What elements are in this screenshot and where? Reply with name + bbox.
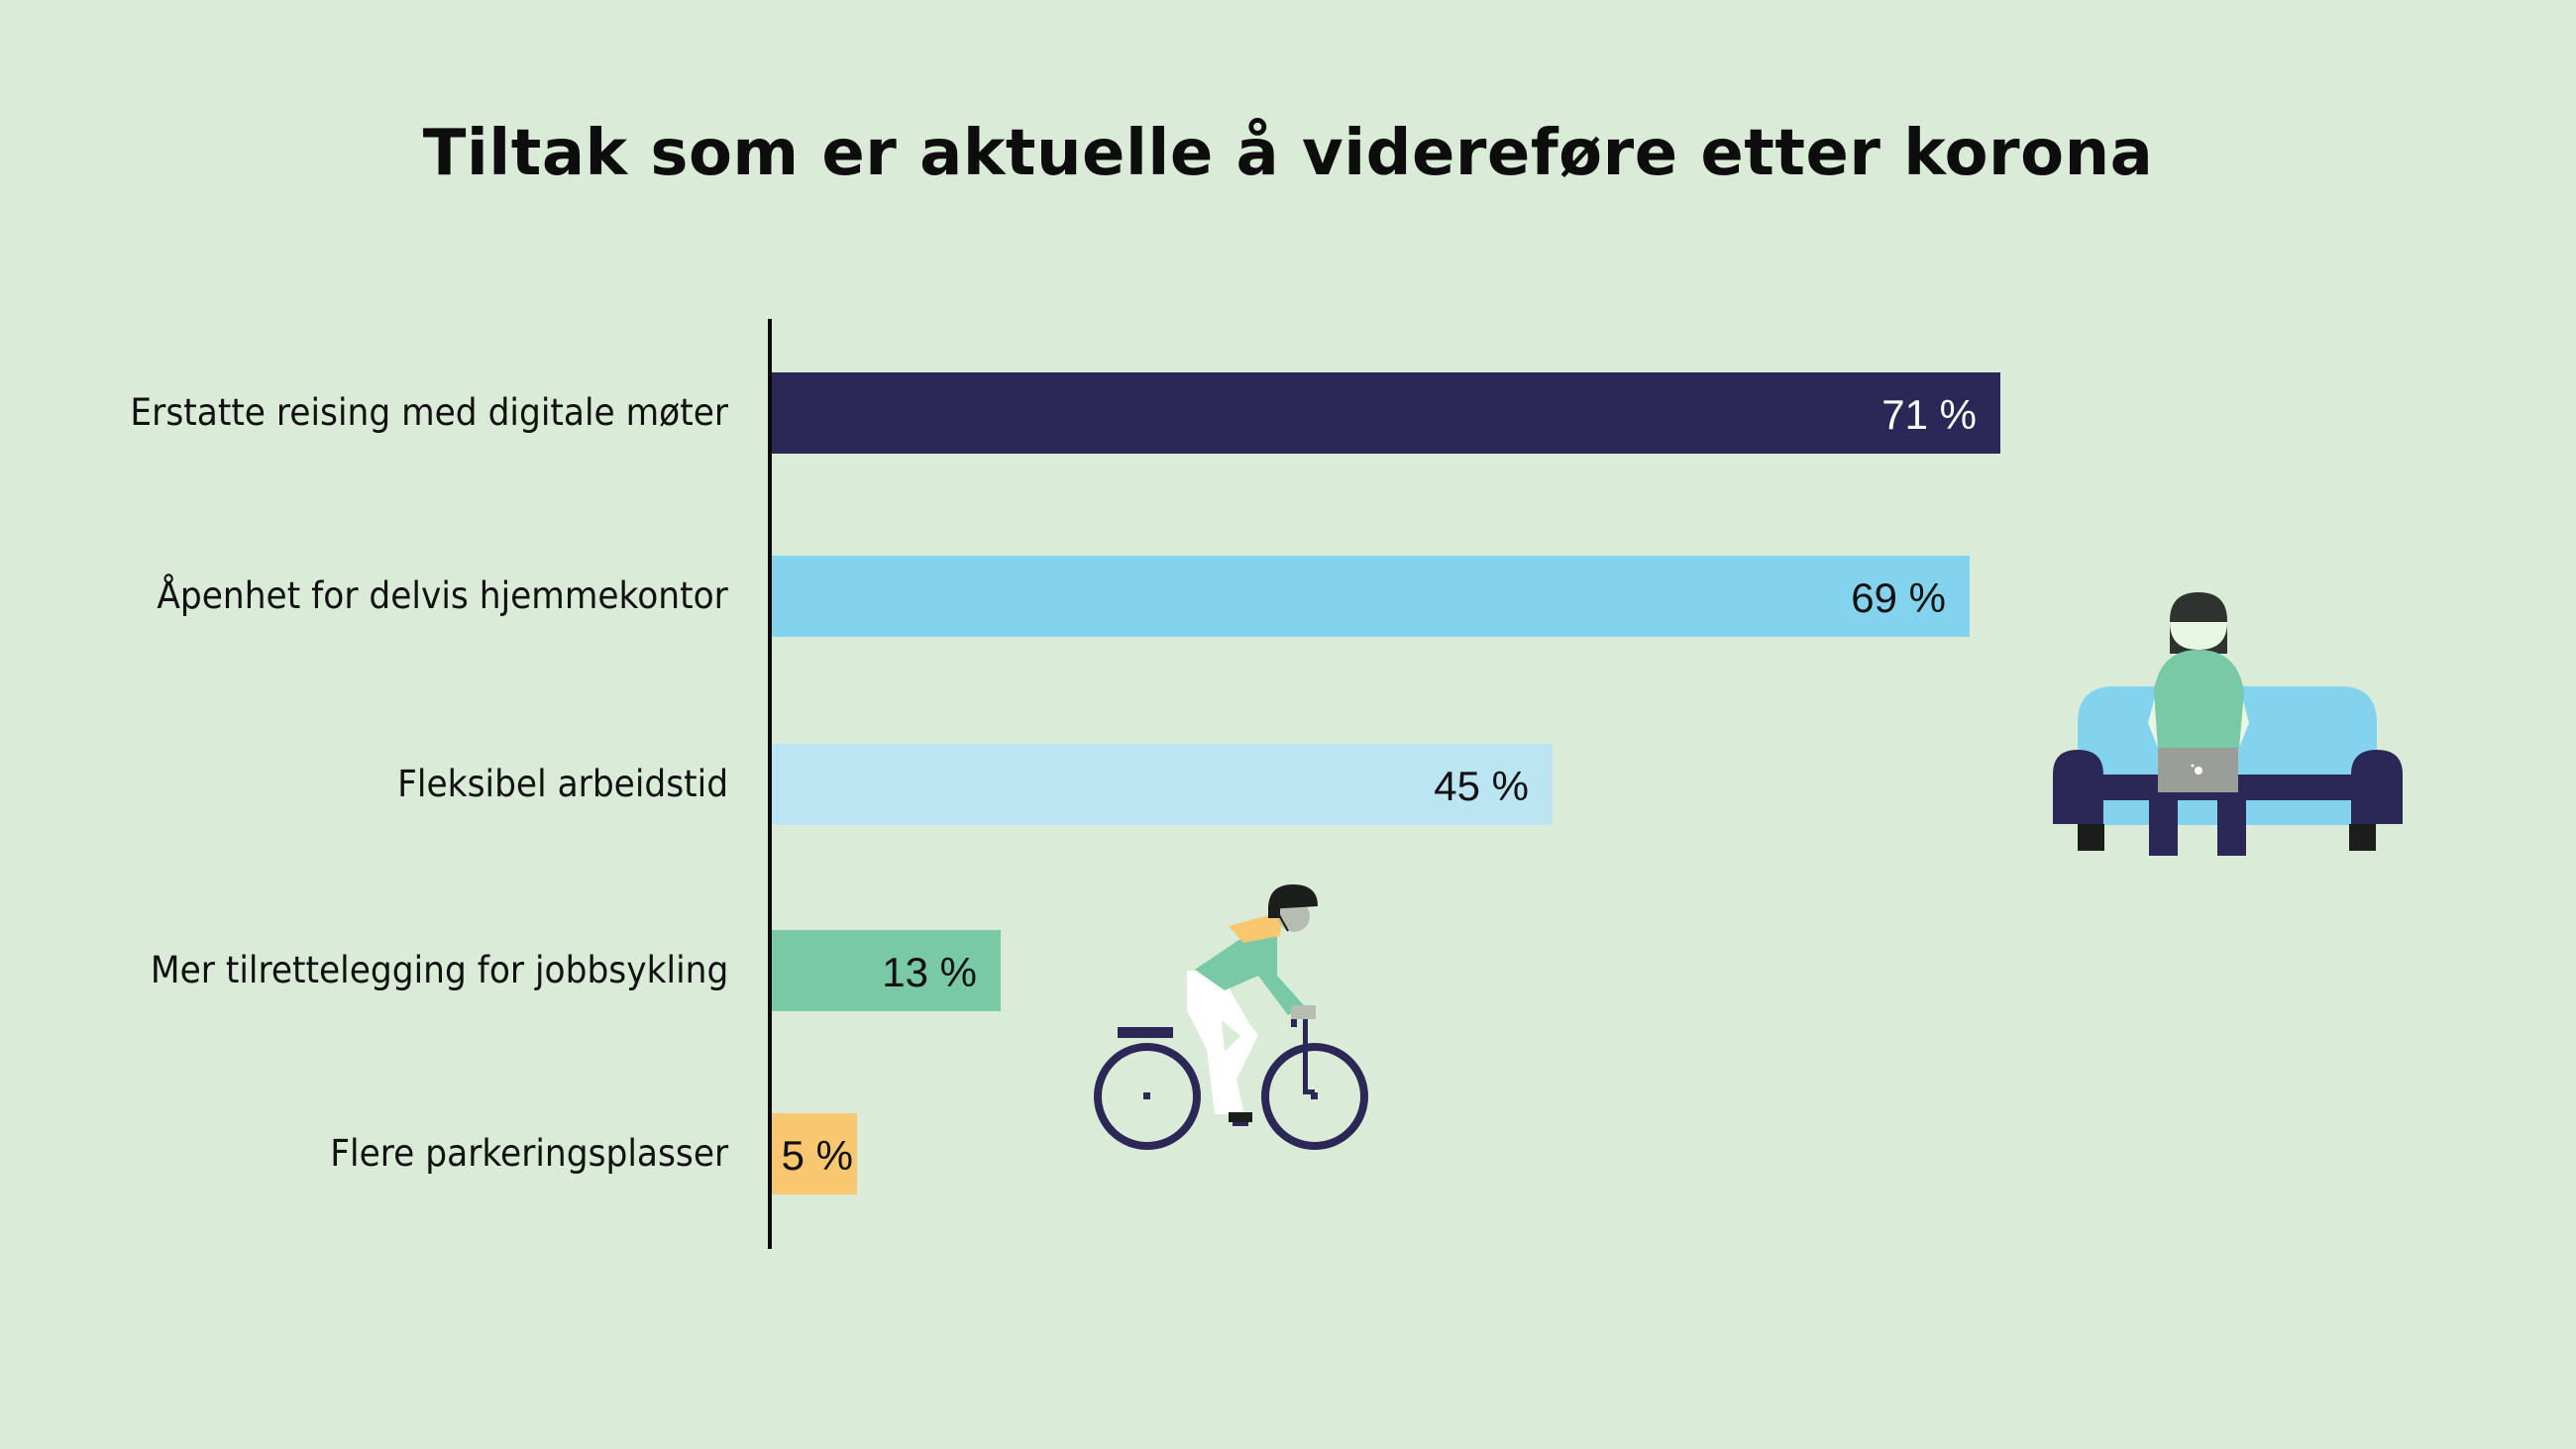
- bar: 5 %: [772, 1113, 857, 1194]
- value-label: 71 %: [1881, 391, 1977, 438]
- bar-row: Åpenhet for delvis hjemmekontor 69 %: [0, 556, 2576, 637]
- bar-row: Erstatte reising med digitale møter 71 %: [0, 372, 2576, 454]
- bar-row: Mer tilrettelegging for jobbsykling 13 %: [0, 930, 2576, 1011]
- value-label: 5 %: [781, 1132, 853, 1179]
- value-label: 69 %: [1851, 574, 1946, 621]
- bar: 13 %: [772, 930, 1001, 1011]
- y-axis-line: [768, 319, 772, 1249]
- value-label: 45 %: [1434, 763, 1529, 809]
- chart-title: Tiltak som er aktuelle å videreføre ette…: [422, 117, 2154, 190]
- bar-row: Flere parkeringsplasser 5 %: [0, 1113, 2576, 1194]
- bar: 45 %: [772, 744, 1553, 825]
- bar-row: Fleksibel arbeidstid 45 %: [0, 744, 2576, 825]
- bar: 69 %: [772, 556, 1970, 637]
- category-label: Fleksibel arbeidstid: [397, 763, 728, 805]
- category-label: Erstatte reising med digitale møter: [130, 391, 728, 434]
- bar: 71 %: [772, 372, 2000, 454]
- category-label: Mer tilrettelegging for jobbsykling: [150, 949, 728, 991]
- value-label: 13 %: [882, 949, 977, 995]
- category-label: Åpenhet for delvis hjemmekontor: [157, 574, 728, 617]
- category-label: Flere parkeringsplasser: [330, 1132, 728, 1175]
